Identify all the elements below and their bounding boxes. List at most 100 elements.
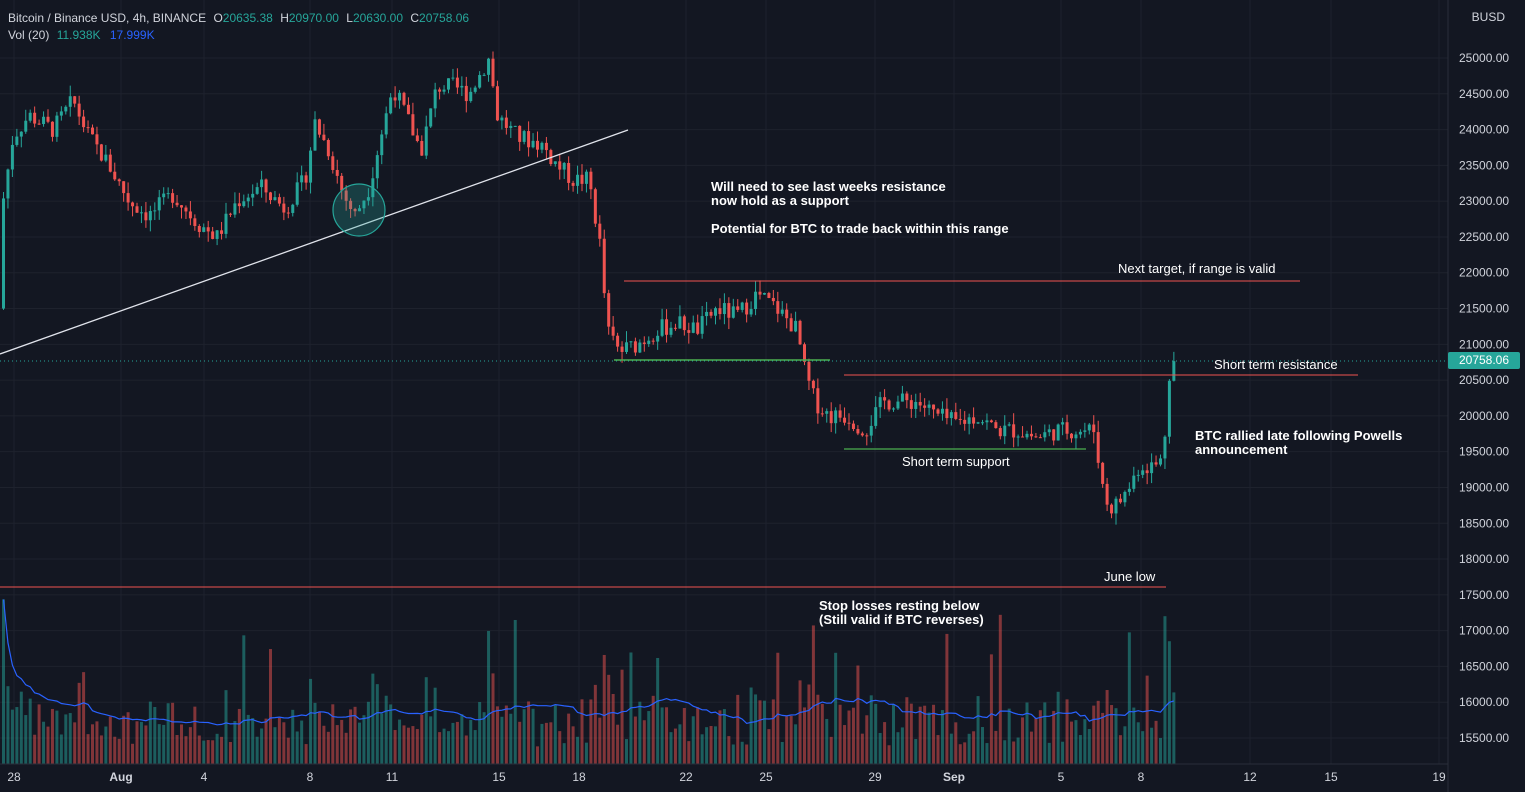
volume-bar <box>260 728 264 764</box>
candle-body <box>731 306 735 318</box>
candle-body <box>562 162 566 170</box>
candle-body <box>909 400 913 409</box>
volume-bar <box>282 722 286 764</box>
candle-body <box>406 104 410 115</box>
candle-body <box>874 407 878 426</box>
price-axis-bg <box>1448 0 1525 792</box>
candle-body <box>567 162 571 183</box>
volume-bar <box>77 682 81 764</box>
volume-bar <box>580 699 584 764</box>
candle-body <box>335 169 339 176</box>
high-value: 20970.00 <box>288 11 339 25</box>
volume-bar <box>451 722 455 764</box>
candle-body <box>1163 436 1167 459</box>
candle-body <box>985 420 989 423</box>
price-axis[interactable]: 25000.00 24500.00 24000.00 23500.00 23000.00… <box>1447 0 1525 792</box>
candle-body <box>892 408 895 410</box>
candle-body <box>340 175 344 191</box>
volume-bar <box>553 705 557 764</box>
volume-bar <box>126 712 130 764</box>
candle-body <box>171 193 175 203</box>
candle-body <box>602 238 606 294</box>
drawings[interactable] <box>0 129 1448 588</box>
candle-body <box>1012 424 1016 438</box>
volume-bar <box>202 740 206 764</box>
candle-body <box>202 227 206 232</box>
time-tick-0: 28 <box>7 770 21 784</box>
volume-bar <box>607 674 611 764</box>
candle-body <box>1029 433 1033 437</box>
candle-body <box>584 171 588 184</box>
volume-bar <box>758 700 762 764</box>
candle-body <box>509 125 513 128</box>
volume-bar <box>843 725 847 764</box>
candle-body <box>1038 437 1042 439</box>
volume-bar <box>602 654 606 764</box>
candle-body <box>656 335 660 342</box>
volume-bar <box>193 706 197 764</box>
candle-body <box>638 342 642 353</box>
price-tick-14: 18000.00 <box>1459 552 1509 566</box>
candle-body <box>1096 432 1100 463</box>
candle-body <box>544 142 548 151</box>
volume-bar <box>527 701 531 764</box>
candle-body <box>794 320 798 332</box>
volume-bar <box>50 708 54 764</box>
volume-bar <box>1141 731 1145 764</box>
volume-bar <box>464 735 468 764</box>
candle-body <box>286 212 290 214</box>
support-circle[interactable] <box>332 183 386 237</box>
candle-body <box>936 409 940 414</box>
volume-bar <box>860 733 864 764</box>
volume-bar <box>651 695 655 764</box>
candle-body <box>482 74 486 76</box>
price-tick-1: 24500.00 <box>1459 87 1509 101</box>
volume-bar <box>705 727 709 764</box>
candle-body <box>309 150 313 183</box>
candle-body <box>273 197 277 201</box>
candle-body <box>358 208 361 212</box>
candle-body <box>771 297 775 302</box>
candle-body <box>705 311 709 317</box>
volume-bar <box>687 741 691 764</box>
volume-bar <box>638 701 642 764</box>
volume-bar <box>2 599 5 764</box>
candle-body <box>727 303 731 318</box>
volume-bar <box>932 704 936 764</box>
volume-bar <box>892 704 895 764</box>
volume-bar <box>803 707 806 764</box>
candle-body <box>967 417 971 424</box>
trendline[interactable] <box>0 129 629 355</box>
candle-body <box>1167 380 1171 437</box>
open-value: 20635.38 <box>222 11 273 25</box>
volume-bar <box>767 729 771 764</box>
candle-body <box>963 419 967 424</box>
volume-bar <box>923 705 927 764</box>
candle-body <box>95 134 99 145</box>
candle-body <box>322 134 326 140</box>
candle-body <box>780 309 784 314</box>
candle-body <box>820 413 824 415</box>
candle-body <box>447 78 450 90</box>
time-tick-12: 8 <box>1138 770 1145 784</box>
candle-body <box>811 380 815 389</box>
candle-body <box>269 192 272 201</box>
candle-body <box>807 361 811 381</box>
volume-bar <box>972 731 976 764</box>
candle-body <box>1087 424 1091 431</box>
volume-bar <box>589 699 593 764</box>
volume-bar <box>411 726 415 764</box>
volume-bar <box>874 703 878 764</box>
candle-body <box>1110 504 1114 514</box>
candle-body <box>989 420 993 423</box>
candle-body <box>1061 422 1065 425</box>
price-tick-8: 21000.00 <box>1459 337 1509 351</box>
volume-bar <box>233 721 237 764</box>
volume-bar <box>500 716 504 764</box>
candle-body <box>375 155 379 179</box>
volume-ma-line <box>2 599 1175 726</box>
time-axis[interactable]: 28 Aug 4 8 11 15 18 22 25 29 Sep 5 8 12 15 19 <box>0 763 1448 784</box>
candle-body <box>353 209 357 212</box>
volume-bar <box>277 717 281 764</box>
